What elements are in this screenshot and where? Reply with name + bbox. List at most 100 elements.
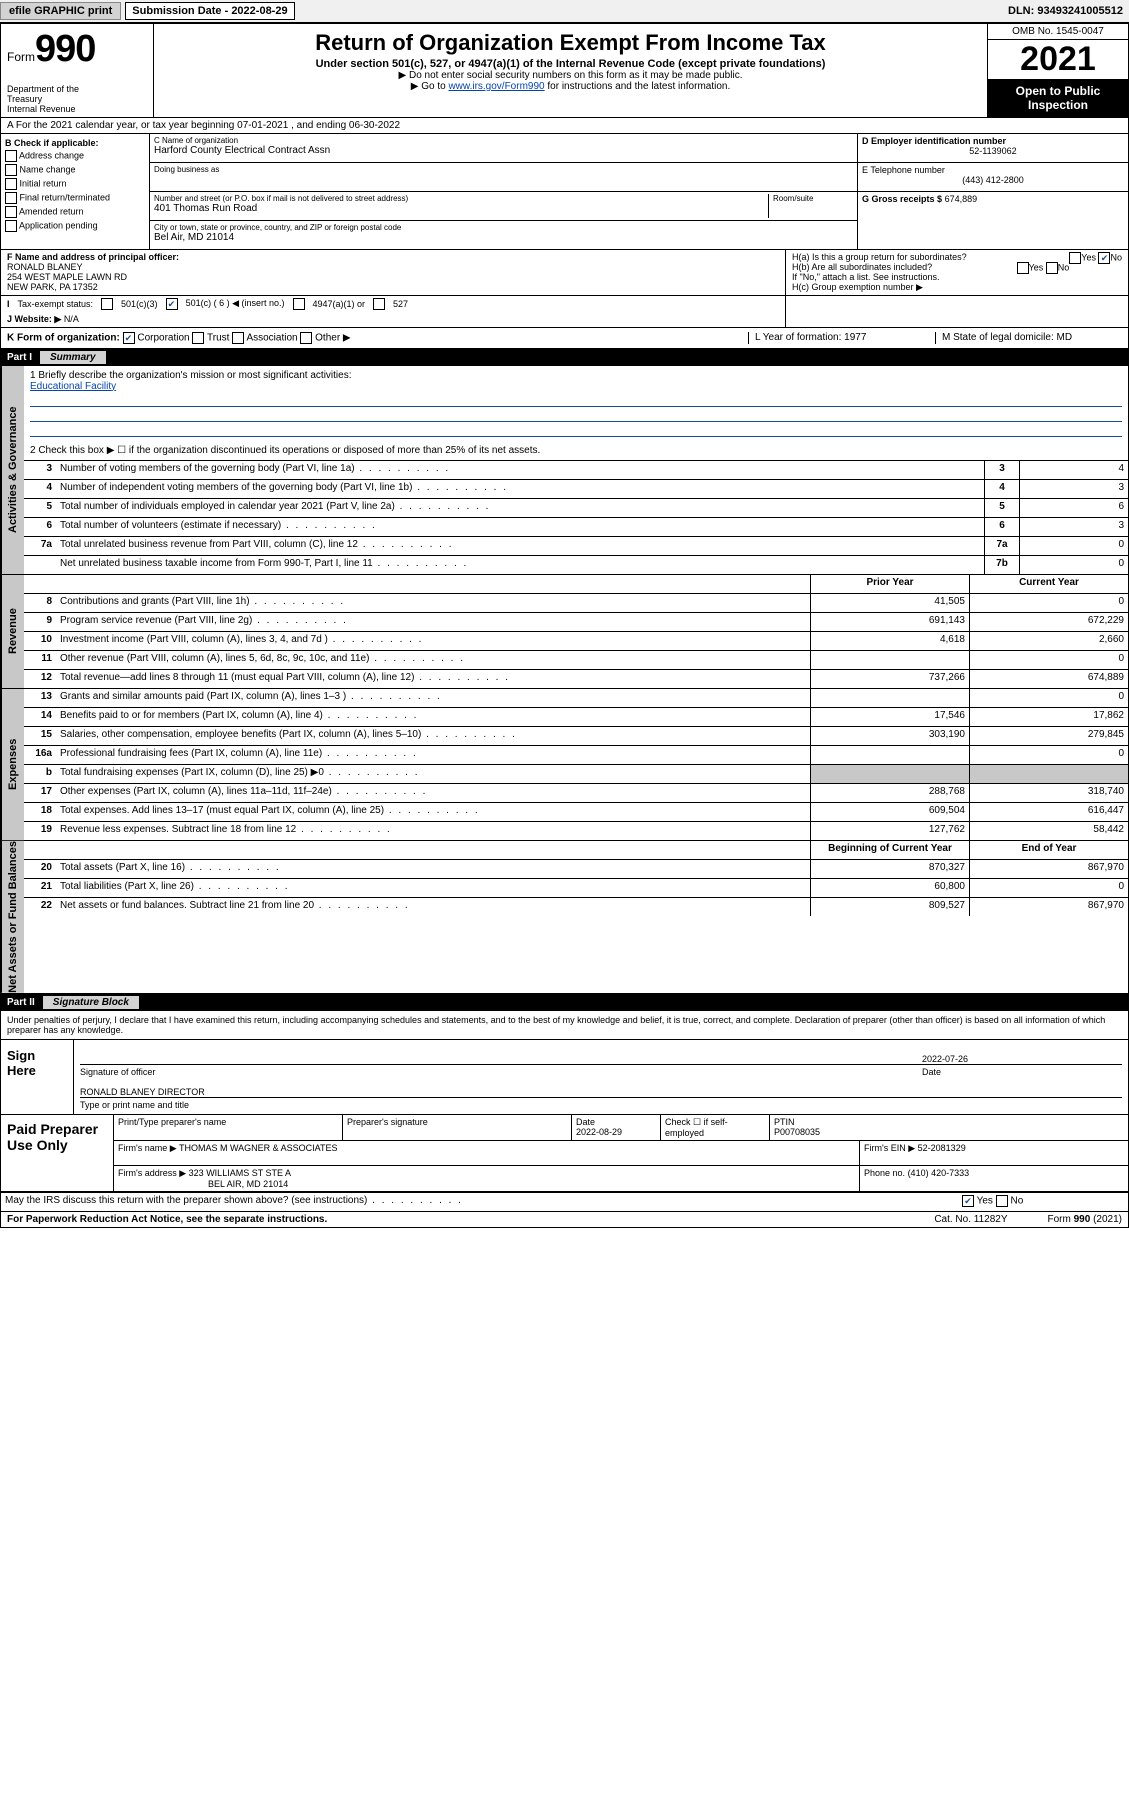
penalties-text: Under penalties of perjury, I declare th…: [1, 1011, 1128, 1040]
checkbox-ha-yes[interactable]: [1069, 252, 1081, 264]
activities-governance-section: Activities & Governance 1 Briefly descri…: [1, 366, 1128, 575]
checkbox-other[interactable]: [300, 332, 312, 344]
form-label: Form: [7, 50, 35, 64]
cat-no: Cat. No. 11282Y: [934, 1214, 1007, 1225]
vtab-expenses: Expenses: [1, 689, 24, 840]
year-formation: L Year of formation: 1977: [748, 332, 935, 344]
paid-preparer-block: Paid Preparer Use Only Print/Type prepar…: [1, 1115, 1128, 1193]
tax-year: 2021: [988, 40, 1128, 80]
website: N/A: [64, 314, 79, 324]
checkbox-hb-no[interactable]: [1046, 262, 1058, 274]
submission-date: Submission Date - 2022-08-29: [125, 2, 294, 20]
dln-label: DLN: 93493241005512: [1008, 5, 1129, 17]
irs-link[interactable]: www.irs.gov/Form990: [448, 81, 544, 92]
line-item: 16aProfessional fundraising fees (Part I…: [24, 746, 1128, 765]
open-to-public: Open to Public Inspection: [988, 80, 1128, 117]
line-item: 5Total number of individuals employed in…: [24, 499, 1128, 518]
line-item: 20Total assets (Part X, line 16)870,3278…: [24, 860, 1128, 879]
checkbox-4947[interactable]: [293, 298, 305, 310]
checkbox-501c[interactable]: [166, 298, 178, 310]
officer-addr2: NEW PARK, PA 17352: [7, 282, 779, 292]
checkbox-amended-return[interactable]: [5, 206, 17, 218]
signature-date: 2022-07-26: [922, 1054, 1122, 1064]
line-item: 17Other expenses (Part IX, column (A), l…: [24, 784, 1128, 803]
firm-ein: 52-2081329: [918, 1143, 966, 1153]
checkbox-name-change[interactable]: [5, 164, 17, 176]
mission-block: 1 Briefly describe the organization's mi…: [24, 366, 1128, 461]
title-subtitle-2: ▶ Do not enter social security numbers o…: [160, 70, 981, 81]
line-item: 8Contributions and grants (Part VIII, li…: [24, 594, 1128, 613]
telephone: (443) 412-2800: [862, 175, 1124, 185]
line-item: Net unrelated business taxable income fr…: [24, 556, 1128, 574]
checkbox-corporation[interactable]: [123, 332, 135, 344]
checkbox-address-change[interactable]: [5, 150, 17, 162]
firm-name: THOMAS M WAGNER & ASSOCIATES: [179, 1143, 338, 1153]
ptin: P00708035: [774, 1127, 820, 1137]
checkbox-discuss-no[interactable]: [996, 1195, 1008, 1207]
netassets-section: Net Assets or Fund Balances Beginning of…: [1, 841, 1128, 994]
top-bar: efile GRAPHIC print Submission Date - 20…: [0, 0, 1129, 23]
preparer-date: 2022-08-29: [576, 1127, 622, 1137]
title-right-box: OMB No. 1545-0047 2021 Open to Public In…: [987, 24, 1128, 117]
street-address: 401 Thomas Run Road: [154, 203, 768, 214]
title-center: Return of Organization Exempt From Incom…: [154, 24, 987, 117]
efile-print-button[interactable]: efile GRAPHIC print: [0, 2, 121, 20]
ein: 52-1139062: [862, 146, 1124, 156]
line-item: 3Number of voting members of the governi…: [24, 461, 1128, 480]
form-container: Form990 Department of theTreasuryInterna…: [0, 23, 1129, 1228]
title-row: Form990 Department of theTreasuryInterna…: [1, 24, 1128, 118]
line-item: 19Revenue less expenses. Subtract line 1…: [24, 822, 1128, 840]
checkbox-initial-return[interactable]: [5, 178, 17, 190]
checkbox-application-pending[interactable]: [5, 220, 17, 232]
line-item: bTotal fundraising expenses (Part IX, co…: [24, 765, 1128, 784]
tax-year-dates: A For the 2021 calendar year, or tax yea…: [1, 118, 1128, 134]
discuss-question: May the IRS discuss this return with the…: [1, 1193, 956, 1211]
line-item: 6Total number of volunteers (estimate if…: [24, 518, 1128, 537]
box-d-e-g: D Employer identification number 52-1139…: [858, 134, 1128, 249]
mission-text[interactable]: Educational Facility: [30, 381, 116, 392]
department-label: Department of theTreasuryInternal Revenu…: [7, 85, 79, 115]
line-item: 10Investment income (Part VIII, column (…: [24, 632, 1128, 651]
box-c: C Name of organization Harford County El…: [150, 134, 858, 249]
checkbox-association[interactable]: [232, 332, 244, 344]
form-number: 990: [35, 28, 95, 70]
form-title: Return of Organization Exempt From Incom…: [160, 30, 981, 56]
officer-addr1: 254 WEST MAPLE LAWN RD: [7, 272, 779, 282]
part-1-header: Part I Summary: [1, 349, 1128, 366]
line-item: 12Total revenue—add lines 8 through 11 (…: [24, 670, 1128, 688]
line-item: 21Total liabilities (Part X, line 26)60,…: [24, 879, 1128, 898]
revenue-section: Revenue Prior Year Current Year 8Contrib…: [1, 575, 1128, 689]
line-item: 4Number of independent voting members of…: [24, 480, 1128, 499]
line-item: 15Salaries, other compensation, employee…: [24, 727, 1128, 746]
officer-signature-name: RONALD BLANEY DIRECTOR: [80, 1087, 1122, 1097]
line-item: 18Total expenses. Add lines 13–17 (must …: [24, 803, 1128, 822]
part-2-header: Part II Signature Block: [1, 994, 1128, 1011]
line-item: 13Grants and similar amounts paid (Part …: [24, 689, 1128, 708]
title-subtitle-3: ▶ Go to www.irs.gov/Form990 for instruct…: [160, 81, 981, 92]
box-b: B Check if applicable: Address change Na…: [1, 134, 150, 249]
checkbox-discuss-yes[interactable]: [962, 1195, 974, 1207]
box-f-h: F Name and address of principal officer:…: [1, 250, 1128, 296]
omb-number: OMB No. 1545-0047: [988, 24, 1128, 40]
sign-here-block: Sign Here 2022-07-26 Signature of office…: [1, 1040, 1128, 1115]
vtab-activities: Activities & Governance: [1, 366, 24, 574]
line-item: 11Other revenue (Part VIII, column (A), …: [24, 651, 1128, 670]
vtab-netassets: Net Assets or Fund Balances: [1, 841, 24, 993]
vtab-revenue: Revenue: [1, 575, 24, 688]
checkbox-ha-no[interactable]: [1098, 252, 1110, 264]
paperwork-notice: For Paperwork Reduction Act Notice, see …: [7, 1214, 327, 1225]
checkbox-501c3[interactable]: [101, 298, 113, 310]
checkbox-527[interactable]: [373, 298, 385, 310]
footer: For Paperwork Reduction Act Notice, see …: [1, 1212, 1128, 1227]
header-grid: B Check if applicable: Address change Na…: [1, 134, 1128, 250]
checkbox-final-return[interactable]: [5, 192, 17, 204]
tax-status-row: I Tax-exempt status: 501(c)(3) 501(c) ( …: [1, 296, 1128, 328]
gross-receipts: 674,889: [945, 194, 978, 204]
line-item: 22Net assets or fund balances. Subtract …: [24, 898, 1128, 916]
firm-address: 323 WILLIAMS ST STE A: [189, 1168, 291, 1178]
line-item: 7aTotal unrelated business revenue from …: [24, 537, 1128, 556]
officer-name: RONALD BLANEY: [7, 262, 779, 272]
checkbox-trust[interactable]: [192, 332, 204, 344]
line-item: 9Program service revenue (Part VIII, lin…: [24, 613, 1128, 632]
checkbox-hb-yes[interactable]: [1017, 262, 1029, 274]
